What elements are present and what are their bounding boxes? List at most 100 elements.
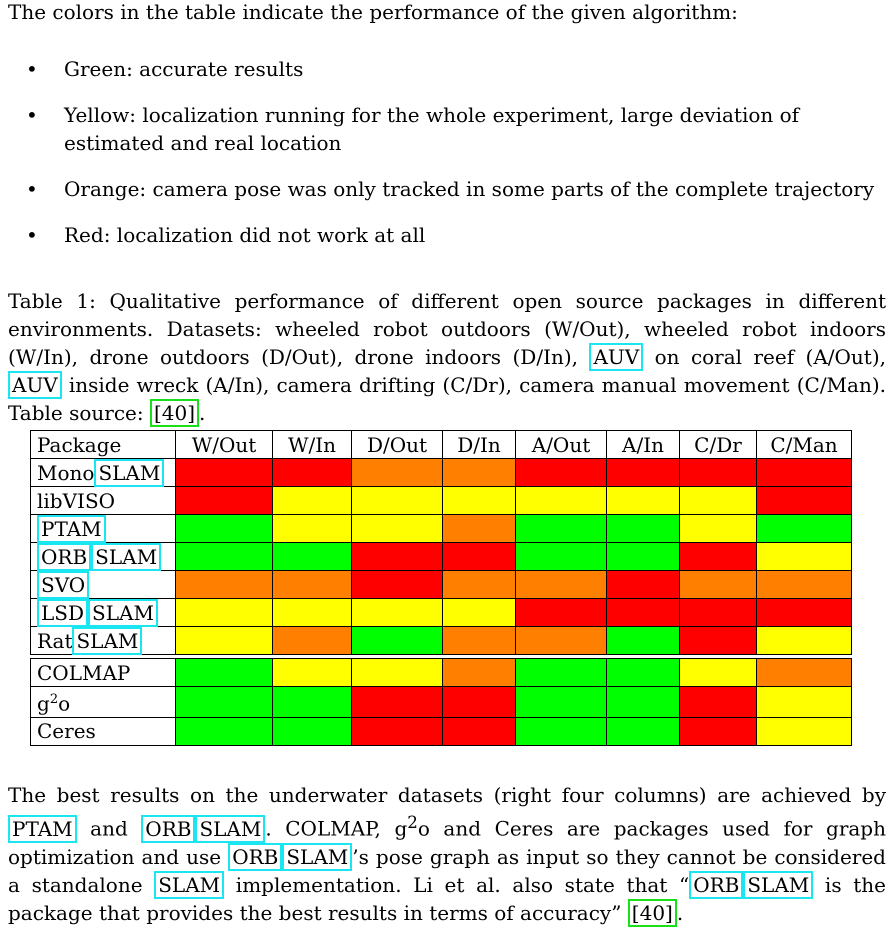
rating-cell-orange (756, 658, 852, 687)
rating-cell-red (442, 542, 516, 571)
body-paragraph: The best results on the underwater datas… (8, 781, 886, 927)
rating-cell-yellow (351, 486, 443, 515)
bullet-icon: • (26, 177, 38, 201)
rating-cell-yellow (272, 514, 352, 543)
acronym-link[interactable]: AUV (589, 343, 644, 371)
package-name: g (37, 691, 50, 716)
rating-cell-red (756, 458, 852, 487)
rating-cell-green (606, 514, 680, 543)
rating-cell-red (606, 458, 680, 487)
acronym-link[interactable]: LSD (37, 598, 89, 627)
rating-cell-yellow (351, 514, 443, 543)
package-name: o (58, 691, 71, 716)
rating-cell-yellow (679, 658, 757, 687)
performance-table: Package W/Out W/In D/Out D/In A/Out A/In… (30, 430, 852, 746)
package-name-cell: ORB SLAM (30, 542, 176, 571)
package-name-cell: PTAM (30, 514, 176, 543)
rating-cell-orange (175, 570, 273, 599)
rating-cell-orange (351, 458, 443, 487)
rating-cell-green (606, 716, 680, 746)
rating-cell-green (606, 658, 680, 687)
rating-cell-red (679, 686, 757, 718)
rating-cell-green (272, 716, 352, 746)
paragraph-text: ’s pose graph as input so they cannot be… (8, 844, 886, 897)
rating-cell-green (515, 542, 607, 571)
package-name-cell: Ceres (30, 716, 176, 746)
citation-link[interactable]: [40] (149, 399, 200, 427)
rating-cell-green (175, 542, 273, 571)
rating-cell-green (515, 514, 607, 543)
table-row: LSD SLAM (30, 598, 852, 627)
rating-cell-red (351, 716, 443, 746)
rating-cell-yellow (272, 658, 352, 687)
rating-cell-red (442, 716, 516, 746)
rating-cell-orange (442, 514, 516, 543)
rating-cell-green (272, 686, 352, 718)
acronym-link[interactable]: SLAM (88, 598, 158, 627)
table-row: ORB SLAM (30, 542, 852, 571)
acronym-link[interactable]: ORB (689, 870, 744, 899)
rating-cell-orange (272, 570, 352, 599)
package-name-cell: SVO (30, 570, 176, 599)
rating-cell-red (679, 626, 757, 655)
rating-cell-yellow (272, 598, 352, 627)
acronym-link[interactable]: SLAM (94, 458, 165, 487)
rating-cell-green (756, 514, 852, 543)
acronym-link[interactable]: SLAM (72, 626, 143, 655)
rating-cell-red (351, 686, 443, 718)
rating-cell-yellow (175, 598, 273, 627)
superscript: 2 (49, 692, 59, 707)
acronym-link[interactable]: ORB (228, 842, 283, 871)
rating-cell-red (351, 542, 443, 571)
rating-cell-green (515, 686, 607, 718)
table-row: Rat SLAM (30, 626, 852, 655)
citation-link[interactable]: [40] (627, 898, 677, 927)
rating-cell-orange (442, 570, 516, 599)
acronym-link[interactable]: ORB (37, 542, 92, 571)
rating-cell-red (679, 716, 757, 746)
package-name-cell: g2o (30, 686, 176, 718)
table-row: SVO (30, 570, 852, 599)
acronym-link[interactable]: PTAM (37, 514, 106, 543)
acronym-link[interactable]: PTAM (8, 814, 77, 843)
column-header: A/Out (515, 430, 607, 459)
acronym-link[interactable]: SVO (37, 570, 90, 599)
list-item-text: Orange: camera pose was only tracked in … (64, 177, 875, 201)
rating-cell-red (679, 598, 757, 627)
package-name-cell: Rat SLAM (30, 626, 176, 655)
rating-cell-orange (679, 570, 757, 599)
acronym-link[interactable]: ORB (141, 814, 196, 843)
bullet-icon: • (26, 57, 38, 81)
acronym-link[interactable]: AUV (8, 371, 62, 399)
acronym-link[interactable]: SLAM (91, 542, 162, 571)
rating-cell-yellow (756, 686, 852, 718)
bullet-icon: • (26, 223, 38, 247)
rating-cell-green (606, 686, 680, 718)
rating-cell-red (679, 458, 757, 487)
rating-cell-yellow (351, 598, 443, 627)
rating-cell-green (351, 626, 443, 655)
column-header: W/Out (175, 430, 273, 459)
rating-cell-yellow (272, 486, 352, 515)
rating-cell-green (272, 542, 352, 571)
acronym-link[interactable]: SLAM (743, 870, 814, 899)
table-row: libVISO (30, 486, 852, 515)
table-header-row: Package W/Out W/In D/Out D/In A/Out A/In… (30, 430, 852, 459)
rating-cell-red (606, 598, 680, 627)
package-name: libVISO (37, 488, 116, 513)
rating-cell-orange (442, 658, 516, 687)
rating-cell-yellow (679, 514, 757, 543)
superscript: 2 (407, 813, 418, 832)
rating-cell-red (756, 598, 852, 627)
rating-cell-yellow (679, 486, 757, 515)
package-name: Rat (37, 628, 73, 653)
acronym-link[interactable]: SLAM (154, 870, 225, 899)
table-caption: Table 1: Qualitative performance of diff… (8, 287, 886, 427)
acronym-link[interactable]: SLAM (195, 814, 266, 843)
acronym-link[interactable]: SLAM (282, 842, 353, 871)
paragraph-text: . (676, 900, 684, 925)
table-row: Mono SLAM (30, 458, 852, 487)
paragraph-text: The best results on the underwater datas… (8, 783, 886, 807)
rating-cell-green (175, 686, 273, 718)
list-item: • Orange: camera pose was only tracked i… (0, 175, 880, 203)
